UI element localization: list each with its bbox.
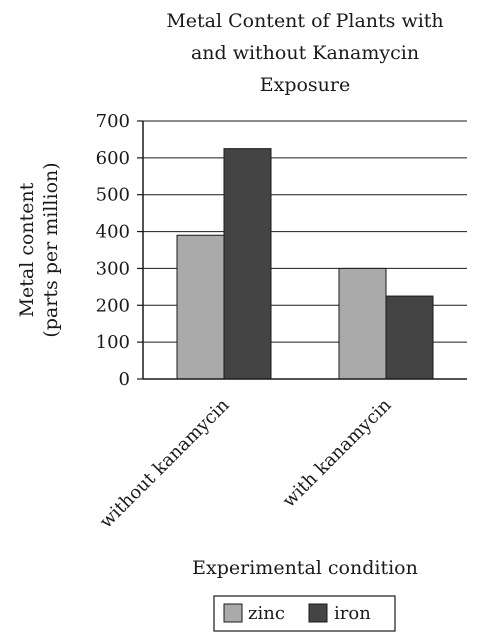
legend: zinc iron — [213, 595, 396, 632]
legend-label-iron: iron — [334, 603, 371, 624]
bar-iron-1 — [385, 295, 434, 380]
y-tick-label: 600 — [96, 148, 130, 169]
bar-iron-0 — [223, 148, 272, 380]
chart-title-line-3: Exposure — [260, 74, 351, 96]
legend-swatch-zinc — [223, 603, 243, 623]
legend-frame — [213, 595, 396, 632]
x-axis-category-labels: without kanamycin with kanamycin — [96, 394, 396, 532]
x-category-label: without kanamycin — [96, 394, 234, 532]
chart-title-line-1: Metal Content of Plants with — [166, 10, 443, 32]
bars — [176, 148, 434, 380]
x-axis-title: Experimental condition — [192, 557, 418, 579]
y-tick-label: 300 — [96, 258, 130, 279]
y-axis-title-line-1: Metal content — [16, 182, 38, 317]
y-tick-label: 200 — [96, 295, 130, 316]
y-axis-title-line-2: (parts per million) — [40, 162, 62, 337]
chart-title-line-2: and without Kanamycin — [191, 42, 419, 64]
y-tick-label: 0 — [119, 369, 130, 390]
bar-zinc-0 — [176, 234, 225, 380]
x-category-label: with kanamycin — [279, 394, 396, 511]
legend-label-zinc: zinc — [248, 603, 285, 624]
y-tick-label: 100 — [96, 332, 130, 353]
y-axis-ticks: 0 100 200 300 400 500 600 700 — [96, 111, 143, 390]
y-tick-label: 700 — [96, 111, 130, 132]
y-tick-label: 500 — [96, 185, 130, 206]
bar-zinc-1 — [338, 267, 387, 380]
legend-swatch-iron — [308, 603, 328, 623]
y-tick-label: 400 — [96, 222, 130, 243]
